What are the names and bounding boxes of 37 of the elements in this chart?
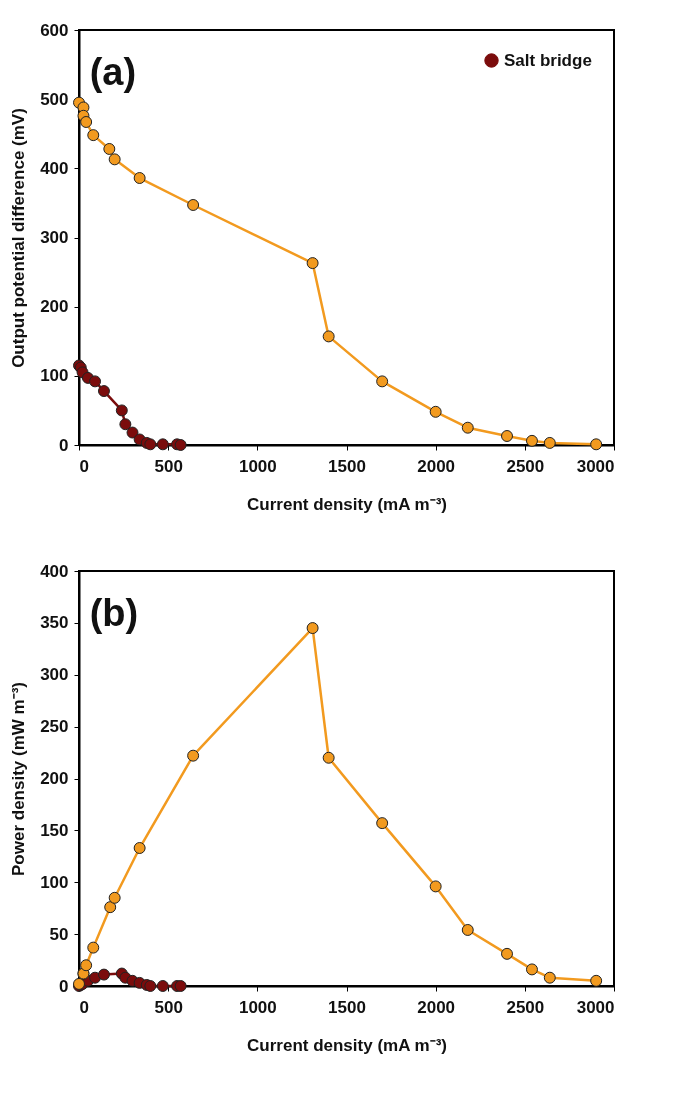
y-tick-label: 100 xyxy=(40,366,69,386)
y-axis-title: Output potential difference (mV) xyxy=(9,108,29,368)
y-tick-label: 400 xyxy=(40,561,69,581)
y-tick-label: 100 xyxy=(40,872,69,892)
y-tick-label: 150 xyxy=(40,820,69,840)
x-tick-label: 2500 xyxy=(506,456,545,476)
legend-label: Salt bridge xyxy=(504,50,592,70)
y-tick-label: 600 xyxy=(40,20,69,40)
y-tick-label: 250 xyxy=(40,717,69,737)
x-axis-title: Current density (mA m⁻³) xyxy=(247,494,447,514)
text: (b) xyxy=(89,592,139,634)
x-tick-label: 1000 xyxy=(238,456,277,476)
x-tick-label: 1000 xyxy=(238,997,277,1017)
x-tick-label: 1500 xyxy=(328,997,366,1017)
x-tick-label: 3000 xyxy=(576,997,615,1017)
y-tick-label: 0 xyxy=(59,976,69,996)
y-tick-label: 200 xyxy=(40,769,69,788)
x-tick-label: 2000 xyxy=(417,456,456,476)
x-tick-label: 3000 xyxy=(576,456,615,476)
y-tick-label: 500 xyxy=(40,89,69,109)
x-tick-label: 500 xyxy=(154,456,183,476)
text: (a) xyxy=(89,51,137,93)
y-tick-label: 300 xyxy=(40,665,69,685)
x-tick-label: 500 xyxy=(154,997,183,1017)
y-tick-label: 350 xyxy=(40,613,69,633)
y-tick-label: 400 xyxy=(40,158,69,178)
y-tick-label: 200 xyxy=(40,297,69,317)
x-tick-label: 1500 xyxy=(328,456,366,476)
y-axis-title: Power density (mW m⁻³) xyxy=(9,682,29,876)
y-tick-label: 300 xyxy=(40,228,69,247)
x-tick-label: 2000 xyxy=(417,997,456,1017)
y-tick-label: 0 xyxy=(59,435,69,455)
x-tick-label: 2500 xyxy=(506,997,545,1017)
x-tick-label: 0 xyxy=(79,997,89,1017)
x-axis-title: Current density (mA m⁻³) xyxy=(247,1035,447,1055)
y-tick-label: 50 xyxy=(49,924,69,944)
x-tick-label: 0 xyxy=(79,456,89,476)
